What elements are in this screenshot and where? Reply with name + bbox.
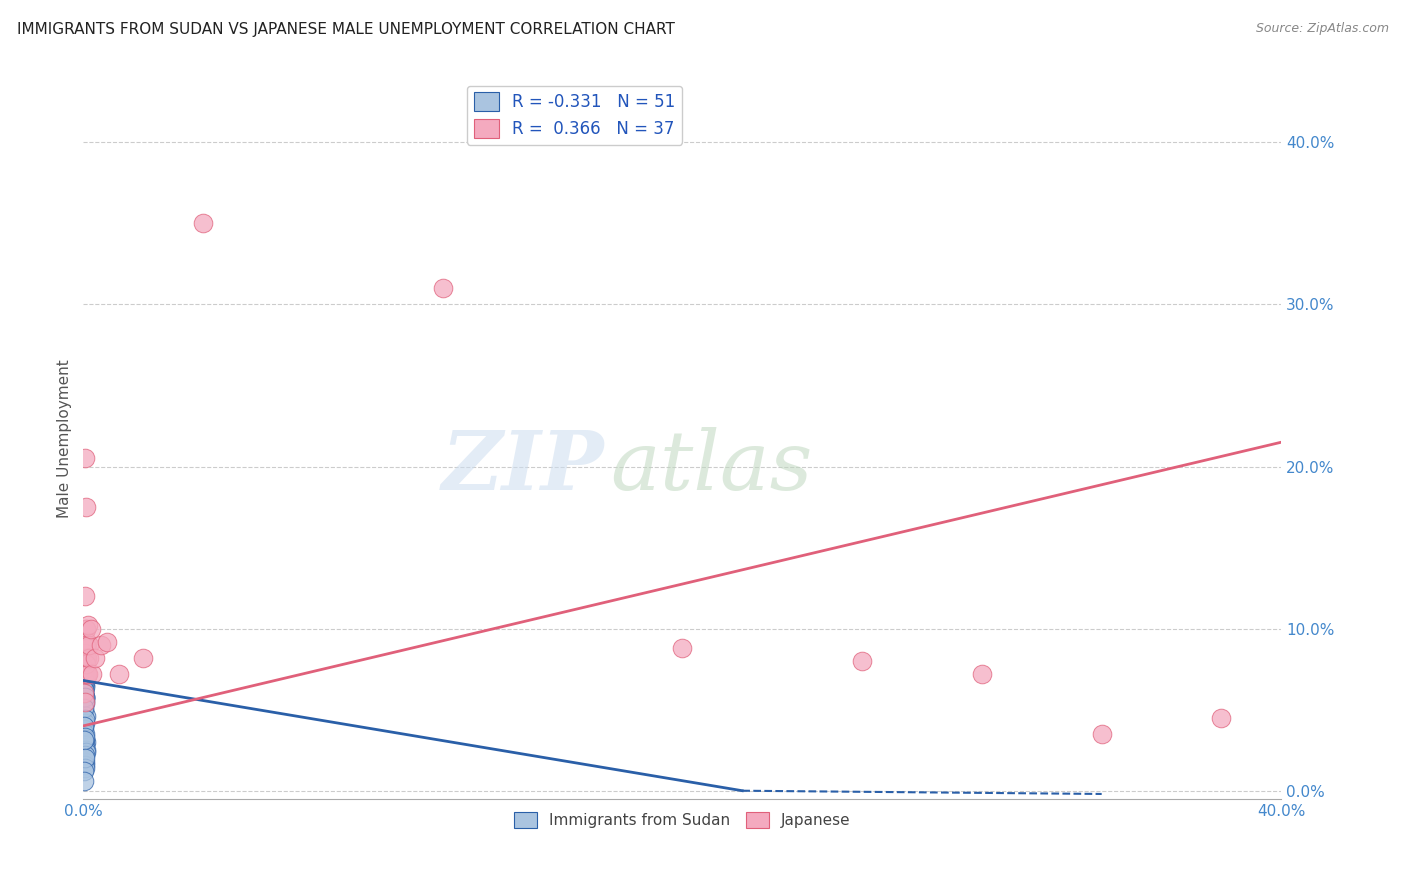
Point <box>73 755 96 769</box>
Point <box>75 638 97 652</box>
Point <box>73 680 96 694</box>
Point <box>75 667 97 681</box>
Point <box>1091 727 1114 741</box>
Point <box>851 654 873 668</box>
Text: ZIP: ZIP <box>441 427 605 507</box>
Point <box>84 650 107 665</box>
Point <box>73 691 96 706</box>
Legend: Immigrants from Sudan, Japanese: Immigrants from Sudan, Japanese <box>508 806 856 835</box>
Point <box>73 764 96 779</box>
Point <box>73 672 96 686</box>
Point <box>75 657 97 672</box>
Point <box>76 650 98 665</box>
Point <box>73 739 96 753</box>
Point <box>73 673 96 688</box>
Point <box>75 727 97 741</box>
Point <box>73 673 96 688</box>
Point <box>73 686 96 700</box>
Point <box>432 281 454 295</box>
Point <box>73 696 96 710</box>
Point <box>73 675 96 690</box>
Point <box>75 622 97 636</box>
Point <box>73 690 96 704</box>
Point <box>73 695 96 709</box>
Point <box>75 500 97 514</box>
Point <box>671 641 693 656</box>
Point <box>73 662 96 676</box>
Point <box>75 731 97 746</box>
Point <box>75 761 97 775</box>
Point <box>73 703 96 717</box>
Point <box>73 688 96 702</box>
Point <box>75 735 97 749</box>
Point <box>73 667 96 681</box>
Point <box>73 747 96 762</box>
Point <box>75 709 97 723</box>
Point <box>82 667 104 681</box>
Point <box>73 733 96 747</box>
Point <box>73 670 96 684</box>
Point <box>96 634 118 648</box>
Point <box>73 701 96 715</box>
Point <box>75 690 97 704</box>
Point <box>79 638 101 652</box>
Point <box>75 730 97 744</box>
Point <box>75 589 97 603</box>
Point <box>77 650 100 665</box>
Point <box>75 451 97 466</box>
Text: atlas: atlas <box>610 427 813 507</box>
Point <box>73 719 96 733</box>
Point <box>76 634 98 648</box>
Point <box>73 686 96 700</box>
Point <box>73 677 96 691</box>
Point <box>75 654 97 668</box>
Point <box>73 680 96 694</box>
Point <box>75 680 97 694</box>
Point <box>76 641 98 656</box>
Point <box>73 722 96 736</box>
Point <box>75 678 97 692</box>
Point <box>108 667 131 681</box>
Point <box>75 650 97 665</box>
Point <box>73 683 96 698</box>
Point <box>90 638 112 652</box>
Point <box>75 745 97 759</box>
Point <box>75 622 97 636</box>
Point <box>75 743 97 757</box>
Point <box>73 686 96 700</box>
Point <box>73 665 96 680</box>
Point <box>75 712 97 726</box>
Point <box>73 774 96 789</box>
Point <box>76 618 98 632</box>
Point <box>73 690 96 704</box>
Point <box>75 693 97 707</box>
Point <box>75 757 97 772</box>
Point <box>132 650 155 665</box>
Point <box>76 667 98 681</box>
Text: Source: ZipAtlas.com: Source: ZipAtlas.com <box>1256 22 1389 36</box>
Point <box>80 622 103 636</box>
Point <box>73 751 96 765</box>
Point <box>75 662 97 676</box>
Point <box>73 668 96 682</box>
Point <box>75 695 97 709</box>
Point <box>73 683 96 698</box>
Point <box>73 685 96 699</box>
Point <box>73 677 96 691</box>
Y-axis label: Male Unemployment: Male Unemployment <box>58 359 72 517</box>
Point <box>191 216 214 230</box>
Point <box>1211 711 1233 725</box>
Text: IMMIGRANTS FROM SUDAN VS JAPANESE MALE UNEMPLOYMENT CORRELATION CHART: IMMIGRANTS FROM SUDAN VS JAPANESE MALE U… <box>17 22 675 37</box>
Point <box>75 638 97 652</box>
Point <box>73 715 96 730</box>
Point <box>73 681 96 696</box>
Point <box>76 667 98 681</box>
Point <box>970 667 993 681</box>
Point <box>73 646 96 660</box>
